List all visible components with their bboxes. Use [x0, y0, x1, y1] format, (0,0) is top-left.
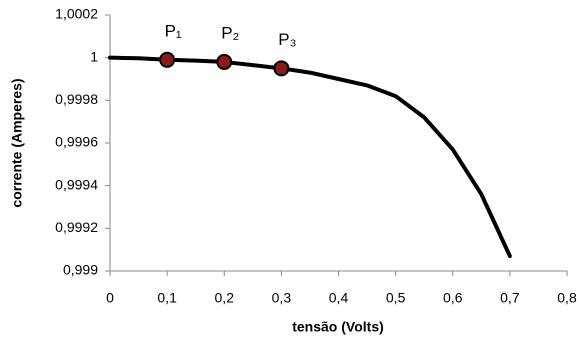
point-marker: [273, 60, 290, 77]
x-tick-label: 0,5: [386, 290, 406, 306]
x-tick-label: 0,7: [500, 290, 520, 306]
y-tick-label: 0,9994: [55, 176, 98, 192]
x-tick-label: 0,6: [443, 290, 463, 306]
curve: [108, 55, 512, 259]
y-tick-label: 0,9998: [55, 91, 98, 107]
y-tick-label: 0,9996: [55, 134, 98, 150]
point-label: P₁: [165, 21, 182, 40]
point-label: P₃: [278, 30, 296, 49]
x-tick-label: 0,1: [157, 290, 177, 306]
y-tick-label: 1: [90, 48, 98, 64]
x-tick-label: 0,8: [557, 290, 577, 306]
y-tick-label: 1,0002: [55, 6, 98, 22]
point-marker: [159, 51, 176, 68]
y-tick-label: 0,9992: [55, 219, 98, 235]
point-label: P₂: [221, 23, 239, 42]
x-axis-title: tensão (Volts): [292, 319, 384, 335]
point-marker: [216, 53, 233, 70]
x-tick-label: 0,4: [329, 290, 349, 306]
y-axis-title: corrente (Amperes): [9, 78, 25, 207]
x-tick-label: 0,3: [272, 290, 292, 306]
x-tick-label: 0: [106, 290, 114, 306]
x-tick-label: 0,2: [215, 290, 235, 306]
y-tick-label: 0,999: [63, 262, 98, 278]
